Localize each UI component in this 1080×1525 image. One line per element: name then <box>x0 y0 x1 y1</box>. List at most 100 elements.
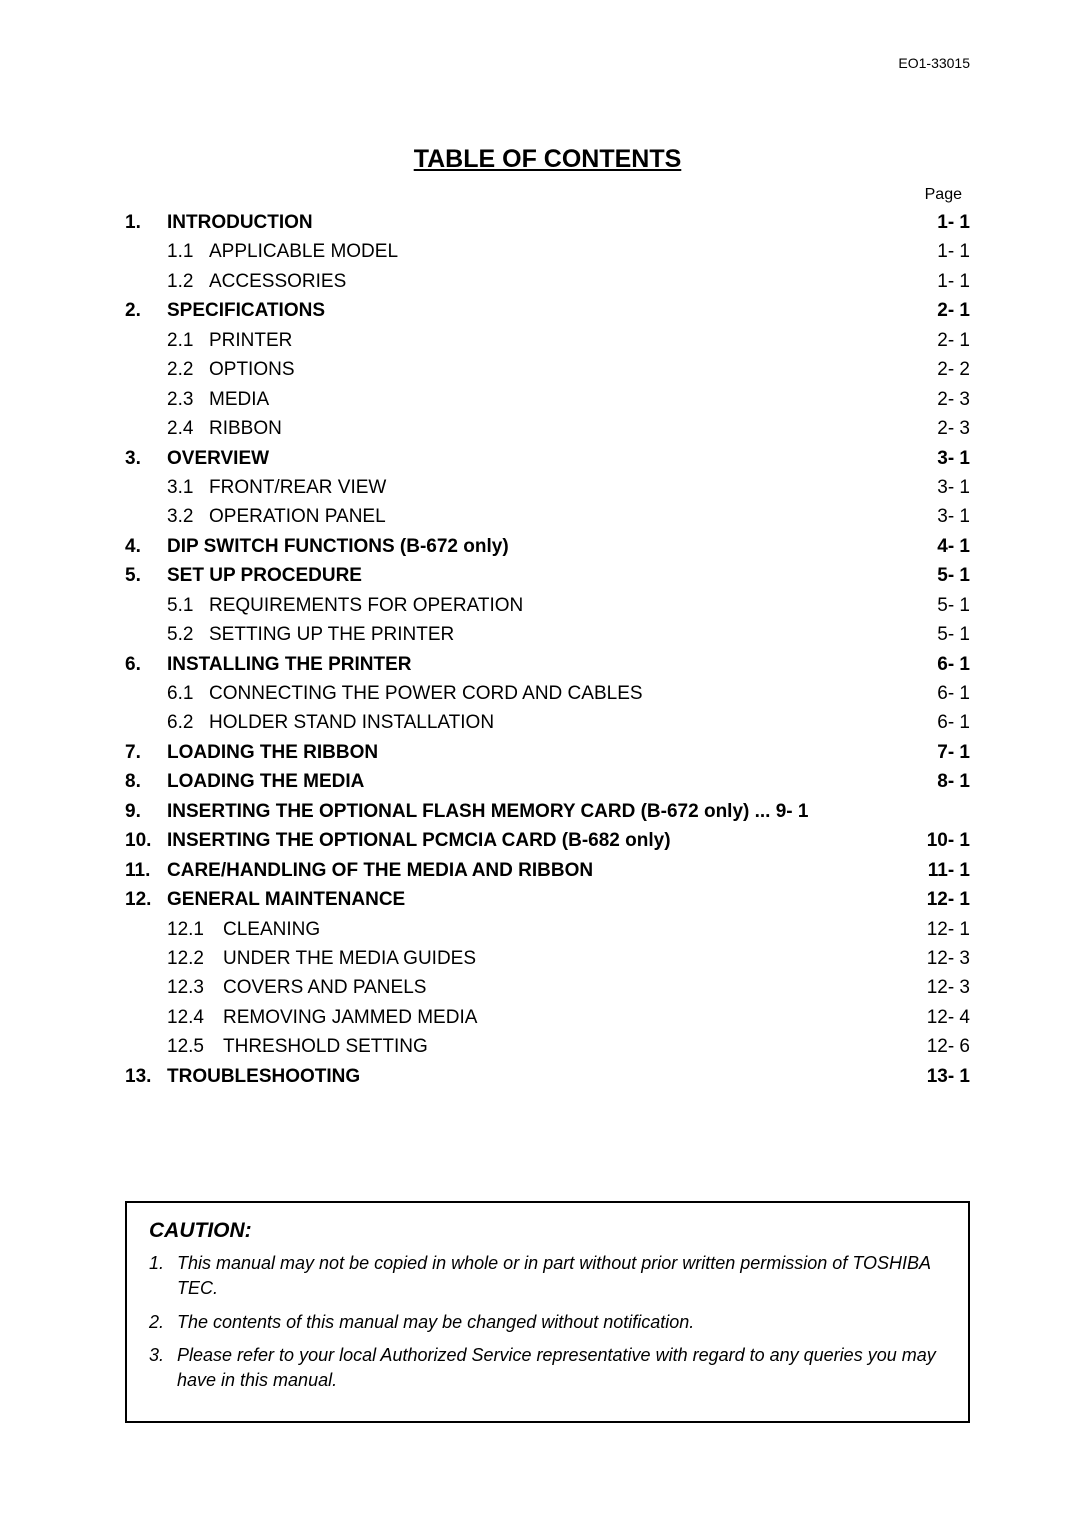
toc-sub-number: 1.2 <box>167 267 209 296</box>
toc-page: 1- 1 <box>937 267 970 296</box>
toc-subsection: 3.2 OPERATION PANEL 3- 1 <box>125 502 970 531</box>
caution-item-text: Please refer to your local Authorized Se… <box>177 1343 946 1393</box>
toc-title: LOADING THE MEDIA <box>167 767 364 796</box>
toc-number: 13. <box>125 1062 167 1091</box>
toc-page: 3- 1 <box>937 444 970 473</box>
toc-title: OVERVIEW <box>167 444 269 473</box>
toc-number: 2. <box>125 296 167 325</box>
toc-section: 1. INTRODUCTION 1- 1 <box>125 208 970 237</box>
toc-sub-title: CLEANING <box>223 915 320 944</box>
toc-sub-number: 3.1 <box>167 473 209 502</box>
toc-page: 3- 1 <box>937 473 970 502</box>
toc-sub-title: FRONT/REAR VIEW <box>209 473 386 502</box>
caution-item-number: 2. <box>149 1310 177 1335</box>
toc-subsection: 2.3 MEDIA 2- 3 <box>125 385 970 414</box>
toc-sub-title: APPLICABLE MODEL <box>209 237 398 266</box>
toc-title: DIP SWITCH FUNCTIONS (B-672 only) <box>167 532 509 561</box>
toc-subsection: 2.2 OPTIONS 2- 2 <box>125 355 970 384</box>
toc-sub-number: 3.2 <box>167 502 209 531</box>
toc-sub-title: UNDER THE MEDIA GUIDES <box>223 944 476 973</box>
toc-subsection: 12.2 UNDER THE MEDIA GUIDES 12- 3 <box>125 944 970 973</box>
toc-number: 11. <box>125 856 167 885</box>
toc-subsection: 1.2 ACCESSORIES 1- 1 <box>125 267 970 296</box>
toc-section: 10. INSERTING THE OPTIONAL PCMCIA CARD (… <box>125 826 970 855</box>
toc-page: 5- 1 <box>937 591 970 620</box>
caution-item: 2. The contents of this manual may be ch… <box>149 1310 946 1335</box>
toc-title: LOADING THE RIBBON <box>167 738 378 767</box>
toc-number: 4. <box>125 532 167 561</box>
table-of-contents: 1. INTRODUCTION 1- 1 1.1 APPLICABLE MODE… <box>125 208 970 1091</box>
toc-section: 13. TROUBLESHOOTING 13- 1 <box>125 1062 970 1091</box>
toc-page: 10- 1 <box>927 826 970 855</box>
toc-sub-number: 1.1 <box>167 237 209 266</box>
toc-number: 5. <box>125 561 167 590</box>
toc-page: 12- 6 <box>927 1032 970 1061</box>
toc-subsection: 12.3 COVERS AND PANELS 12- 3 <box>125 973 970 1002</box>
caution-box: CAUTION: 1. This manual may not be copie… <box>125 1201 970 1423</box>
toc-number: 9. <box>125 797 167 826</box>
toc-page: 2- 1 <box>937 326 970 355</box>
toc-sub-number: 2.2 <box>167 355 209 384</box>
toc-sub-number: 5.2 <box>167 620 209 649</box>
toc-subsection: 5.2 SETTING UP THE PRINTER 5- 1 <box>125 620 970 649</box>
toc-number: 12. <box>125 885 167 914</box>
toc-page: 3- 1 <box>937 502 970 531</box>
toc-sub-number: 6.2 <box>167 708 209 737</box>
toc-title: INSERTING THE OPTIONAL FLASH MEMORY CARD… <box>167 797 808 826</box>
toc-subsection: 6.2 HOLDER STAND INSTALLATION 6- 1 <box>125 708 970 737</box>
caution-item: 1. This manual may not be copied in whol… <box>149 1251 946 1301</box>
toc-title: SET UP PROCEDURE <box>167 561 362 590</box>
toc-page: 8- 1 <box>937 767 970 796</box>
toc-page: 7- 1 <box>937 738 970 767</box>
toc-number: 1. <box>125 208 167 237</box>
toc-section: 8. LOADING THE MEDIA 8- 1 <box>125 767 970 796</box>
toc-title: CARE/HANDLING OF THE MEDIA AND RIBBON <box>167 856 593 885</box>
toc-page: 2- 1 <box>937 296 970 325</box>
toc-page: 4- 1 <box>937 532 970 561</box>
toc-page: 1- 1 <box>937 208 970 237</box>
toc-title: GENERAL MAINTENANCE <box>167 885 405 914</box>
toc-title: INSTALLING THE PRINTER <box>167 650 412 679</box>
toc-title: INSERTING THE OPTIONAL PCMCIA CARD (B-68… <box>167 826 671 855</box>
toc-sub-title: RIBBON <box>209 414 282 443</box>
toc-sub-number: 5.1 <box>167 591 209 620</box>
toc-sub-title: PRINTER <box>209 326 292 355</box>
toc-page: 1- 1 <box>937 237 970 266</box>
toc-section: 7. LOADING THE RIBBON 7- 1 <box>125 738 970 767</box>
toc-number: 7. <box>125 738 167 767</box>
toc-page: 2- 3 <box>937 385 970 414</box>
toc-section: 2. SPECIFICATIONS 2- 1 <box>125 296 970 325</box>
toc-number: 6. <box>125 650 167 679</box>
toc-page: 2- 3 <box>937 414 970 443</box>
document-id: EO1-33015 <box>898 55 970 71</box>
toc-section: 9. INSERTING THE OPTIONAL FLASH MEMORY C… <box>125 797 970 826</box>
toc-subsection: 1.1 APPLICABLE MODEL 1- 1 <box>125 237 970 266</box>
toc-sub-title: ACCESSORIES <box>209 267 346 296</box>
toc-sub-number: 12.1 <box>167 915 223 944</box>
toc-subsection: 2.4 RIBBON 2- 3 <box>125 414 970 443</box>
toc-page: 12- 3 <box>927 944 970 973</box>
caution-item-number: 1. <box>149 1251 177 1301</box>
toc-page: 12- 4 <box>927 1003 970 1032</box>
toc-section: 12. GENERAL MAINTENANCE 12- 1 <box>125 885 970 914</box>
caution-item: 3. Please refer to your local Authorized… <box>149 1343 946 1393</box>
page-title: TABLE OF CONTENTS <box>125 145 970 174</box>
toc-sub-title: CONNECTING THE POWER CORD AND CABLES <box>209 679 643 708</box>
caution-heading: CAUTION: <box>149 1219 946 1243</box>
caution-item-text: The contents of this manual may be chang… <box>177 1310 946 1335</box>
toc-page: 12- 1 <box>927 885 970 914</box>
toc-page: 13- 1 <box>927 1062 970 1091</box>
toc-page: 12- 3 <box>927 973 970 1002</box>
toc-subsection: 3.1 FRONT/REAR VIEW 3- 1 <box>125 473 970 502</box>
toc-subsection: 6.1 CONNECTING THE POWER CORD AND CABLES… <box>125 679 970 708</box>
toc-page: 12- 1 <box>927 915 970 944</box>
toc-number: 3. <box>125 444 167 473</box>
toc-sub-number: 12.3 <box>167 973 223 1002</box>
toc-number: 8. <box>125 767 167 796</box>
toc-sub-number: 2.4 <box>167 414 209 443</box>
toc-subsection: 5.1 REQUIREMENTS FOR OPERATION 5- 1 <box>125 591 970 620</box>
page-column-label: Page <box>125 186 970 204</box>
toc-page: 2- 2 <box>937 355 970 384</box>
toc-page: 5- 1 <box>937 620 970 649</box>
toc-sub-title: HOLDER STAND INSTALLATION <box>209 708 494 737</box>
